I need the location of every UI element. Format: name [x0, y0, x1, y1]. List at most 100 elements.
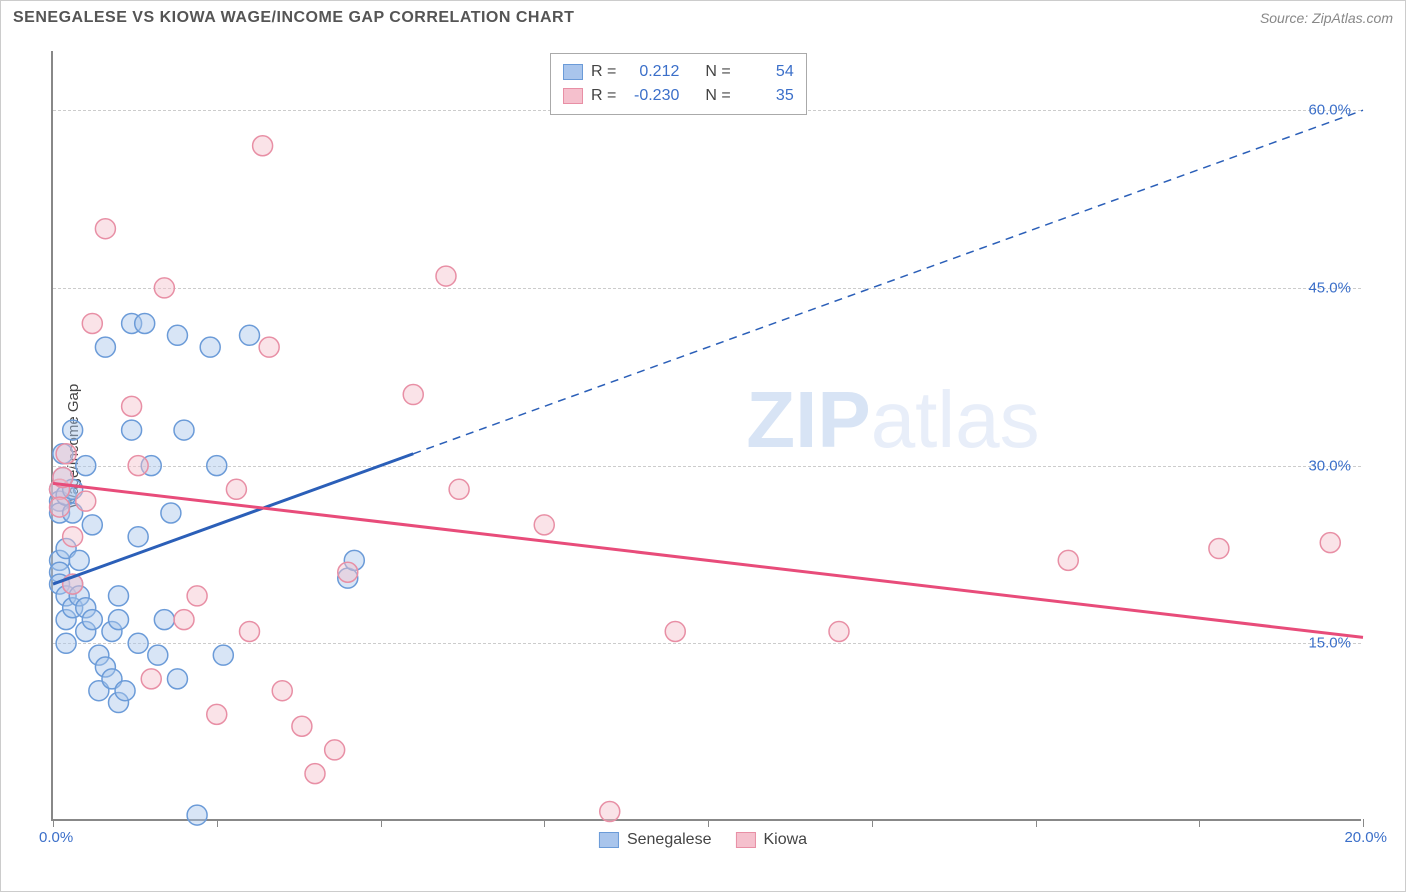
x-tick [708, 819, 709, 827]
x-tick [217, 819, 218, 827]
r-value: -0.230 [624, 84, 679, 108]
scatter-point [56, 633, 76, 653]
scatter-point [600, 802, 620, 822]
scatter-point [154, 278, 174, 298]
scatter-point [174, 420, 194, 440]
y-tick-label: 45.0% [1308, 279, 1351, 296]
scatter-point [128, 633, 148, 653]
scatter-point [403, 385, 423, 405]
scatter-point [122, 396, 142, 416]
chart-container: SENEGALESE VS KIOWA WAGE/INCOME GAP CORR… [0, 0, 1406, 892]
scatter-point [213, 645, 233, 665]
scatter-point [161, 503, 181, 523]
stats-legend-row: R = 0.212 N = 54 [563, 60, 794, 84]
scatter-point [240, 325, 260, 345]
swatch-kiowa [735, 832, 755, 848]
r-label: R = [591, 60, 616, 84]
x-tick-label-min: 0.0% [39, 829, 73, 846]
scatter-point [272, 681, 292, 701]
scatter-point [56, 444, 76, 464]
stats-legend: R = 0.212 N = 54 R = -0.230 N = 35 [550, 53, 807, 115]
regression-line-dashed [413, 110, 1363, 454]
stats-swatch [563, 64, 583, 80]
scatter-point [69, 550, 89, 570]
scatter-point [128, 456, 148, 476]
scatter-point [665, 621, 685, 641]
x-tick [1363, 819, 1364, 827]
source-attribution: Source: ZipAtlas.com [1260, 10, 1393, 26]
scatter-point [82, 515, 102, 535]
stats-swatch [563, 88, 583, 104]
scatter-point [200, 337, 220, 357]
scatter-point [95, 219, 115, 239]
n-value: 35 [739, 84, 794, 108]
legend-item-kiowa: Kiowa [735, 831, 807, 849]
x-tick [872, 819, 873, 827]
title-bar: SENEGALESE VS KIOWA WAGE/INCOME GAP CORR… [13, 9, 1393, 27]
x-tick-label-max: 20.0% [1344, 829, 1387, 846]
scatter-point [1058, 550, 1078, 570]
scatter-point [141, 669, 161, 689]
scatter-point [148, 645, 168, 665]
scatter-point [63, 527, 83, 547]
scatter-point [167, 669, 187, 689]
legend-label-senegalese: Senegalese [627, 831, 712, 849]
scatter-point [167, 325, 187, 345]
scatter-point [187, 586, 207, 606]
swatch-senegalese [599, 832, 619, 848]
scatter-point [82, 313, 102, 333]
r-label: R = [591, 84, 616, 108]
scatter-point [207, 456, 227, 476]
y-tick-label: 15.0% [1308, 635, 1351, 652]
scatter-point [226, 479, 246, 499]
x-tick [544, 819, 545, 827]
scatter-point [122, 420, 142, 440]
legend-item-senegalese: Senegalese [599, 831, 712, 849]
scatter-point [534, 515, 554, 535]
scatter-point [63, 420, 83, 440]
scatter-point [449, 479, 469, 499]
x-tick [1199, 819, 1200, 827]
scatter-point [253, 136, 273, 156]
n-label: N = [705, 60, 730, 84]
n-label: N = [705, 84, 730, 108]
regression-line-solid [53, 483, 1363, 637]
scatter-point [436, 266, 456, 286]
scatter-point [259, 337, 279, 357]
legend-label-kiowa: Kiowa [763, 831, 807, 849]
scatter-point [76, 491, 96, 511]
scatter-point [829, 621, 849, 641]
scatter-point [76, 456, 96, 476]
scatter-point [338, 562, 358, 582]
x-tick [53, 819, 54, 827]
scatter-point [50, 497, 70, 517]
scatter-point [207, 704, 227, 724]
scatter-point [1209, 539, 1229, 559]
scatter-point [174, 610, 194, 630]
plot-svg [53, 51, 1361, 819]
series-legend: Senegalese Kiowa [599, 831, 807, 849]
scatter-point [128, 527, 148, 547]
y-tick-label: 30.0% [1308, 457, 1351, 474]
scatter-point [325, 740, 345, 760]
x-tick [381, 819, 382, 827]
scatter-point [82, 610, 102, 630]
x-tick [1036, 819, 1037, 827]
scatter-point [187, 805, 207, 825]
scatter-point [1320, 533, 1340, 553]
scatter-point [135, 313, 155, 333]
scatter-point [109, 586, 129, 606]
scatter-point [305, 764, 325, 784]
n-value: 54 [739, 60, 794, 84]
chart-title: SENEGALESE VS KIOWA WAGE/INCOME GAP CORR… [13, 9, 574, 27]
y-tick-label: 60.0% [1308, 102, 1351, 119]
scatter-point [154, 610, 174, 630]
plot-area: ZIPatlas R =0.212N =54R =-0.230N =35 15.… [51, 51, 1361, 821]
scatter-point [115, 681, 135, 701]
stats-legend-row: R = -0.230 N = 35 [563, 84, 794, 108]
scatter-point [95, 337, 115, 357]
scatter-point [109, 610, 129, 630]
scatter-point [240, 621, 260, 641]
scatter-point [292, 716, 312, 736]
r-value: 0.212 [624, 60, 679, 84]
